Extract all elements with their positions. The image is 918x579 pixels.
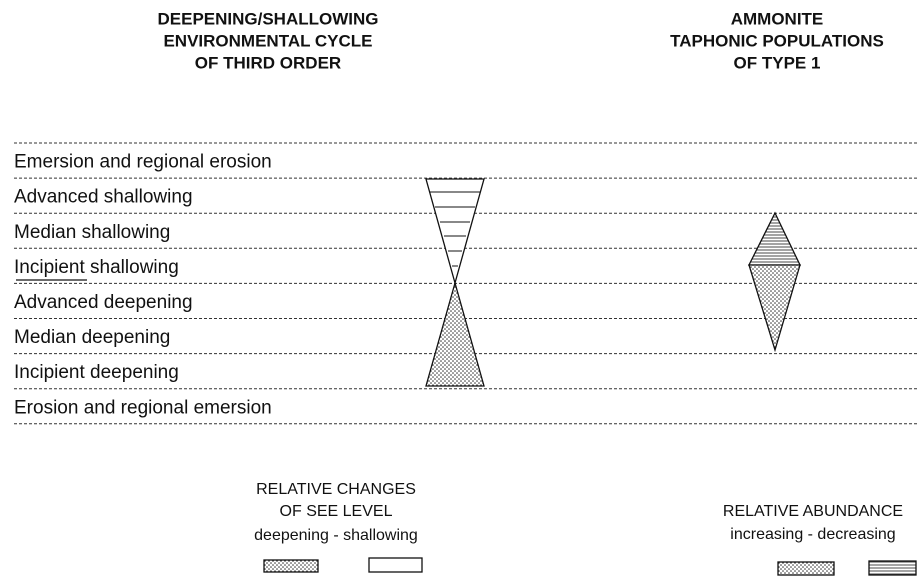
row-labels: Emersion and regional erosion Advanced sh… xyxy=(14,152,272,419)
legend-line: RELATIVE CHANGES xyxy=(256,481,416,498)
decreasing-part xyxy=(747,211,802,266)
hatch-lines xyxy=(430,191,480,267)
header-line: OF TYPE 1 xyxy=(734,53,821,72)
row-label: Emersion and regional erosion xyxy=(14,152,272,173)
legend-swatch xyxy=(868,560,917,576)
legend-swatch xyxy=(777,561,835,576)
row-label: Incipient deepening xyxy=(14,362,179,383)
deepening-triangle xyxy=(425,280,485,387)
row-label: Median shallowing xyxy=(14,222,170,243)
row-label: Incipient shallowing xyxy=(14,257,179,278)
header-line: DEEPENING/SHALLOWING xyxy=(157,9,378,28)
legend-line: deepening - shallowing xyxy=(254,527,418,544)
legend-line: increasing - decreasing xyxy=(730,526,895,543)
header-line: ENVIRONMENTAL CYCLE xyxy=(163,31,372,50)
header-line: AMMONITE xyxy=(731,9,824,28)
shallowing-triangle xyxy=(425,178,485,286)
legend-line: RELATIVE ABUNDANCE xyxy=(723,503,903,520)
legend-line: OF SEE LEVEL xyxy=(280,503,393,520)
legends: RELATIVE CHANGES OF SEE LEVEL deepening … xyxy=(254,481,917,576)
headers: DEEPENING/SHALLOWING ENVIRONMENTAL CYCLE… xyxy=(157,9,883,72)
legend-swatch xyxy=(263,559,319,573)
row-label: Advanced shallowing xyxy=(14,187,193,208)
row-label: Advanced deepening xyxy=(14,292,193,313)
row-label: Median deepening xyxy=(14,327,170,348)
header-line: OF THIRD ORDER xyxy=(195,53,341,72)
header-line: TAPHONIC POPULATIONS xyxy=(670,31,884,50)
increasing-part xyxy=(748,264,801,353)
legend-swatch xyxy=(368,557,423,573)
row-label: Erosion and regional emersion xyxy=(14,397,272,418)
